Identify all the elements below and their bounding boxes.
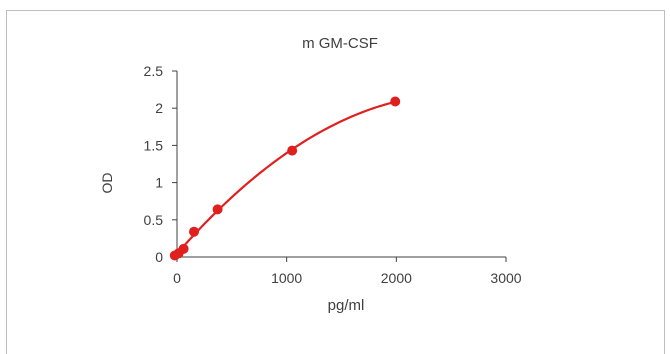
data-points: [169, 96, 401, 261]
chart-title: m GM-CSF: [302, 35, 378, 52]
fit-curve: [173, 100, 396, 257]
chart-frame: [6, 10, 665, 354]
y-tick-label: 0.5: [144, 212, 164, 228]
y-tick-label: 2: [155, 100, 163, 116]
data-point: [188, 226, 199, 237]
y-tick-label: 1.5: [144, 137, 164, 153]
x-tick-label: 1000: [271, 270, 302, 286]
y-tick-label: 0: [155, 249, 163, 265]
x-axis-label: pg/ml: [328, 297, 365, 314]
axes: [172, 70, 507, 262]
y-tick-label: 1: [155, 175, 163, 191]
data-point: [212, 204, 223, 215]
data-point: [390, 96, 401, 107]
x-tick-label: 0: [173, 270, 181, 286]
x-tick-label: 3000: [490, 270, 521, 286]
tick-labels: 0 0.5 1 1.5 2 2.5 0 1000 2000 3000: [144, 63, 522, 286]
y-tick-label: 2.5: [144, 63, 164, 79]
y-axis-label: OD: [99, 173, 115, 194]
data-point: [287, 145, 298, 156]
x-tick-label: 2000: [381, 270, 412, 286]
data-point: [178, 243, 189, 254]
